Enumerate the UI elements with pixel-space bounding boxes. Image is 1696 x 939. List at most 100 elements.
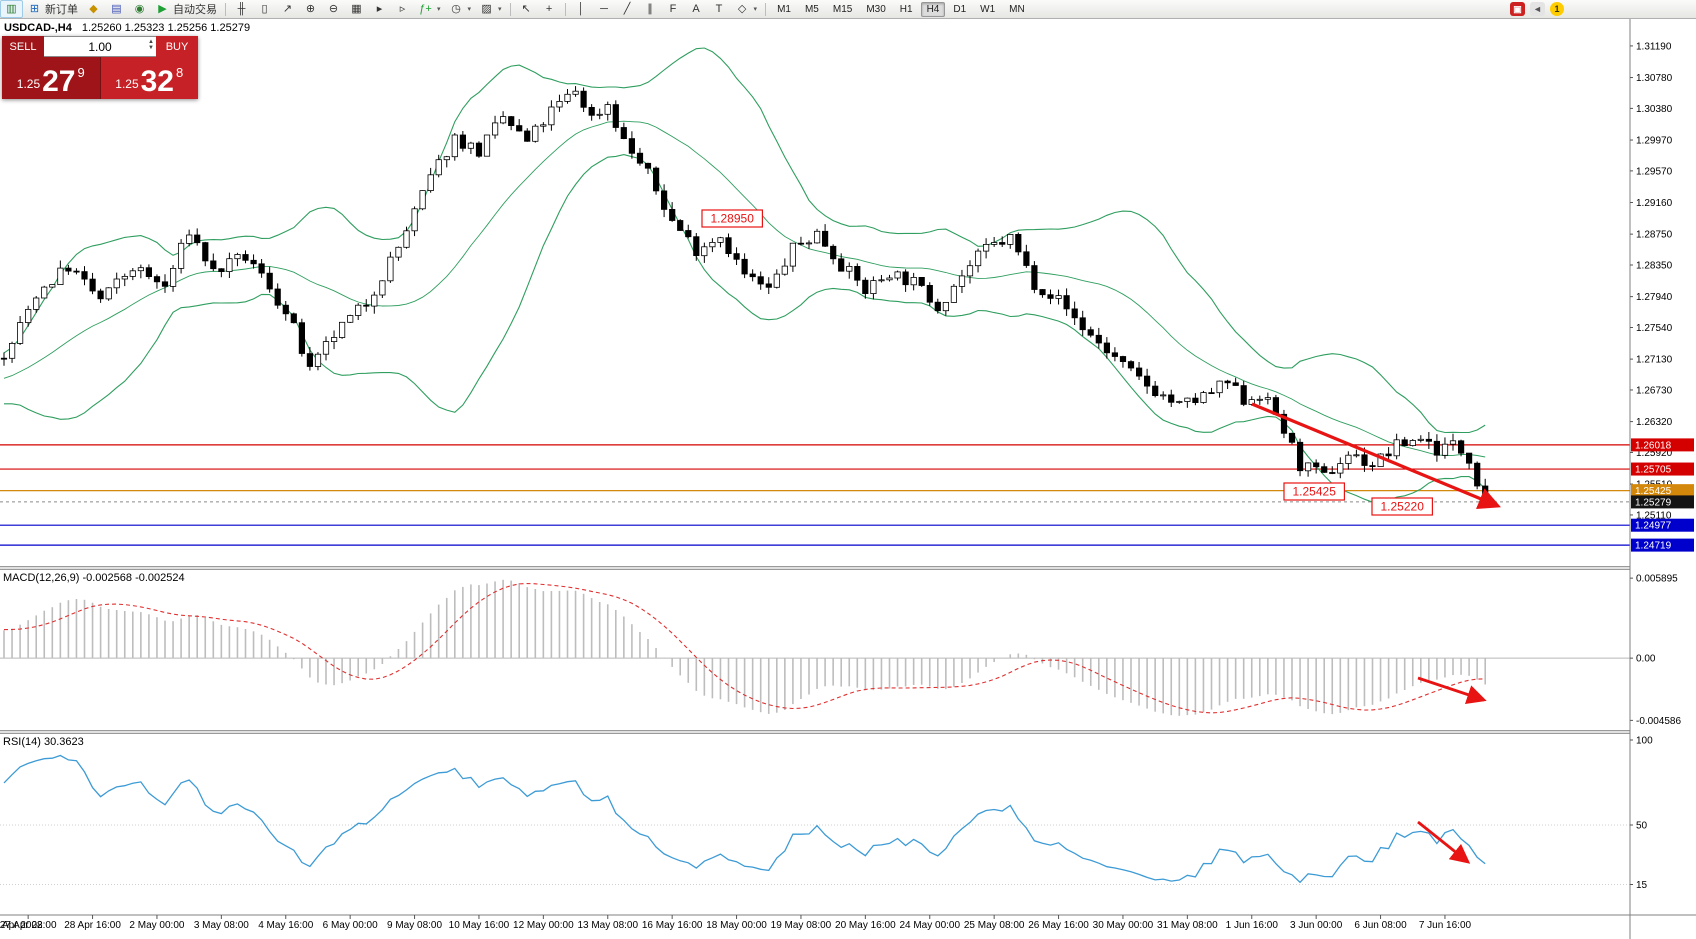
indicators-icon[interactable]: ƒ+ ▾ [414, 0, 445, 18]
svg-text:1.26320: 1.26320 [1636, 417, 1673, 428]
price-annotation-box[interactable] [701, 209, 764, 228]
svg-text:16 May 16:00: 16 May 16:00 [642, 920, 703, 931]
crosshair-icon[interactable]: + [538, 0, 561, 18]
price-tag-1.26018 [1631, 438, 1694, 452]
timeframe-d1-button[interactable]: D1 [953, 3, 967, 15]
panel-separator[interactable] [0, 730, 1696, 734]
candlestick-chart-icon[interactable]: ▯ [253, 0, 276, 18]
bar-chart-icon[interactable]: ╫ [230, 0, 253, 18]
new-chart-icon[interactable]: ▥ [0, 0, 23, 18]
metaeditor-icon[interactable]: ◆ [82, 0, 105, 18]
timeframe-m15-button[interactable]: M15 [832, 3, 853, 15]
text-icon: A [692, 2, 700, 15]
sell-price-display[interactable]: 1.25 27 9 [2, 57, 101, 99]
svg-text:1.29570: 1.29570 [1636, 166, 1673, 177]
svg-text:1.27540: 1.27540 [1636, 323, 1673, 334]
svg-text:1.25220: 1.25220 [1381, 500, 1425, 514]
svg-text:1.24977: 1.24977 [1635, 521, 1672, 532]
timeframe-mn-button[interactable]: MN [1009, 3, 1025, 15]
volume-increase-icon[interactable]: ▲ [148, 39, 154, 45]
svg-text:6 Jun 08:00: 6 Jun 08:00 [1354, 920, 1407, 931]
zoom-out-icon[interactable]: ⊖ [322, 0, 345, 18]
svg-text:1.25425: 1.25425 [1293, 485, 1337, 499]
channel-icon[interactable]: ∥ [639, 0, 662, 18]
data-window-icon[interactable]: ◉ [128, 0, 151, 18]
bar-chart-icon: ╫ [237, 2, 246, 15]
symbol-period-label: USDCAD-,H4 [4, 22, 72, 34]
svg-text:1.31190: 1.31190 [1636, 41, 1672, 52]
svg-text:15: 15 [1636, 880, 1648, 891]
svg-text:1.27130: 1.27130 [1636, 355, 1673, 366]
price-annotation-box[interactable] [1371, 497, 1434, 516]
line-chart-icon[interactable]: ↗ [276, 0, 299, 18]
fibonacci-icon[interactable]: F [662, 0, 685, 18]
toolbar-separator [509, 2, 511, 16]
trendline-icon[interactable]: ╱ [616, 0, 639, 18]
timeframe-m1-button[interactable]: M1 [777, 3, 791, 15]
buy-price-base: 1.25 [115, 77, 139, 91]
toolbar-right-icons: ▣ ◄ 1 [1510, 2, 1696, 16]
svg-text:1.25705: 1.25705 [1635, 465, 1672, 476]
buy-price-display[interactable]: 1.25 32 8 [100, 57, 198, 99]
chevron-down-icon: ▾ [498, 6, 502, 13]
price-scale[interactable]: 1.31190 1.30780 1.30380 1.29970 1.29570 1.291… [1629, 19, 1696, 939]
sell-price-pips: 27 [42, 65, 76, 99]
svg-text:1.28950: 1.28950 [711, 212, 755, 226]
macd-signal-line [3, 582, 1486, 714]
main-trend-arrow[interactable] [1251, 402, 1501, 509]
horizontal-line-icon[interactable]: ─ [593, 0, 616, 18]
timeframe-m5-button[interactable]: M5 [804, 3, 819, 15]
cursor-icon[interactable]: ↖ [515, 0, 538, 18]
one-click-trading-panel: SELL 1.00 ▲ ▼ BUY 1.25 27 9 1.25 32 8 [2, 36, 198, 99]
panel-separator[interactable] [0, 566, 1696, 570]
auto-trading-button[interactable]: ▶ 自动交易 [151, 0, 221, 19]
svg-text:6 May 00:00: 6 May 00:00 [323, 920, 378, 931]
templates-icon[interactable]: ▨ ▾ [475, 0, 506, 18]
chevron-down-icon: ▾ [467, 6, 472, 13]
rsi-arrow[interactable] [1417, 820, 1471, 864]
svg-text:50: 50 [1636, 821, 1648, 832]
sell-price-point: 9 [77, 65, 85, 80]
tile-windows-icon[interactable]: ▦ [345, 0, 368, 18]
notification-count-badge[interactable]: 1 [1550, 2, 1564, 16]
new-order-button[interactable]: ⊞ 新订单 [23, 0, 82, 19]
sound-icon[interactable]: ◄ [1530, 2, 1545, 16]
label-icon: T [715, 2, 723, 15]
bollinger-bands [3, 47, 1486, 503]
svg-text:18 May 00:00: 18 May 00:00 [706, 920, 767, 931]
volume-value: 1.00 [88, 39, 112, 54]
timeframe-h4-button[interactable]: H4 [920, 1, 946, 17]
timeframe-m30-button[interactable]: M30 [866, 3, 886, 15]
timeframe-w1-button[interactable]: W1 [980, 3, 996, 15]
market-watch-icon[interactable]: ▤ [105, 0, 128, 18]
toolbar-buttons: ▥ ⊞ 新订单 ◆ ▤ ◉ ▶ 自动交易 ╫ ▯ ↗ ⊕ ⊖ ▦ ▸ ▹ ƒ+ ▾ ◷ ▾ ▨ ▾ ↖ + │ ─ ╱ ∥ F A T ◇ ▾ M… [0, 0, 1032, 18]
periods-icon[interactable]: ◷ ▾ [445, 0, 476, 18]
horizontal-line-icon: ─ [600, 2, 608, 15]
svg-text:1.26018: 1.26018 [1635, 440, 1672, 451]
zoom-in-icon[interactable]: ⊕ [299, 0, 322, 18]
market-watch-icon: ▤ [111, 2, 122, 15]
svg-text:1.30380: 1.30380 [1636, 104, 1673, 115]
mql-community-icon[interactable]: ▣ [1510, 2, 1525, 16]
price-annotation-box[interactable] [1283, 482, 1346, 501]
volume-input[interactable]: 1.00 ▲ ▼ [44, 36, 156, 57]
macd-arrow[interactable] [1417, 676, 1487, 704]
price-chart[interactable]: 1.31190 1.30780 1.30380 1.29970 1.29570 1.291… [0, 19, 1696, 939]
zoom-in-icon: ⊕ [305, 2, 316, 15]
buy-button[interactable]: BUY [156, 36, 198, 57]
vertical-line-icon: │ [577, 2, 585, 15]
svg-text:1.25279: 1.25279 [1635, 497, 1672, 508]
vertical-line-icon[interactable]: │ [570, 0, 593, 18]
sell-button[interactable]: SELL [2, 36, 44, 57]
chart-shift-icon[interactable]: ▹ [391, 0, 414, 18]
text-icon[interactable]: A [685, 0, 708, 18]
shapes-icon[interactable]: ◇ ▾ [731, 0, 762, 18]
label-icon[interactable]: T [708, 0, 731, 18]
timeframe-h1-button[interactable]: H1 [899, 3, 913, 15]
autoscroll-icon[interactable]: ▸ [368, 0, 391, 18]
volume-decrease-icon[interactable]: ▼ [148, 45, 154, 51]
svg-text:31 May 08:00: 31 May 08:00 [1157, 920, 1218, 931]
svg-text:12 May 00:00: 12 May 00:00 [513, 920, 574, 931]
candlestick-chart-icon: ▯ [261, 2, 268, 15]
